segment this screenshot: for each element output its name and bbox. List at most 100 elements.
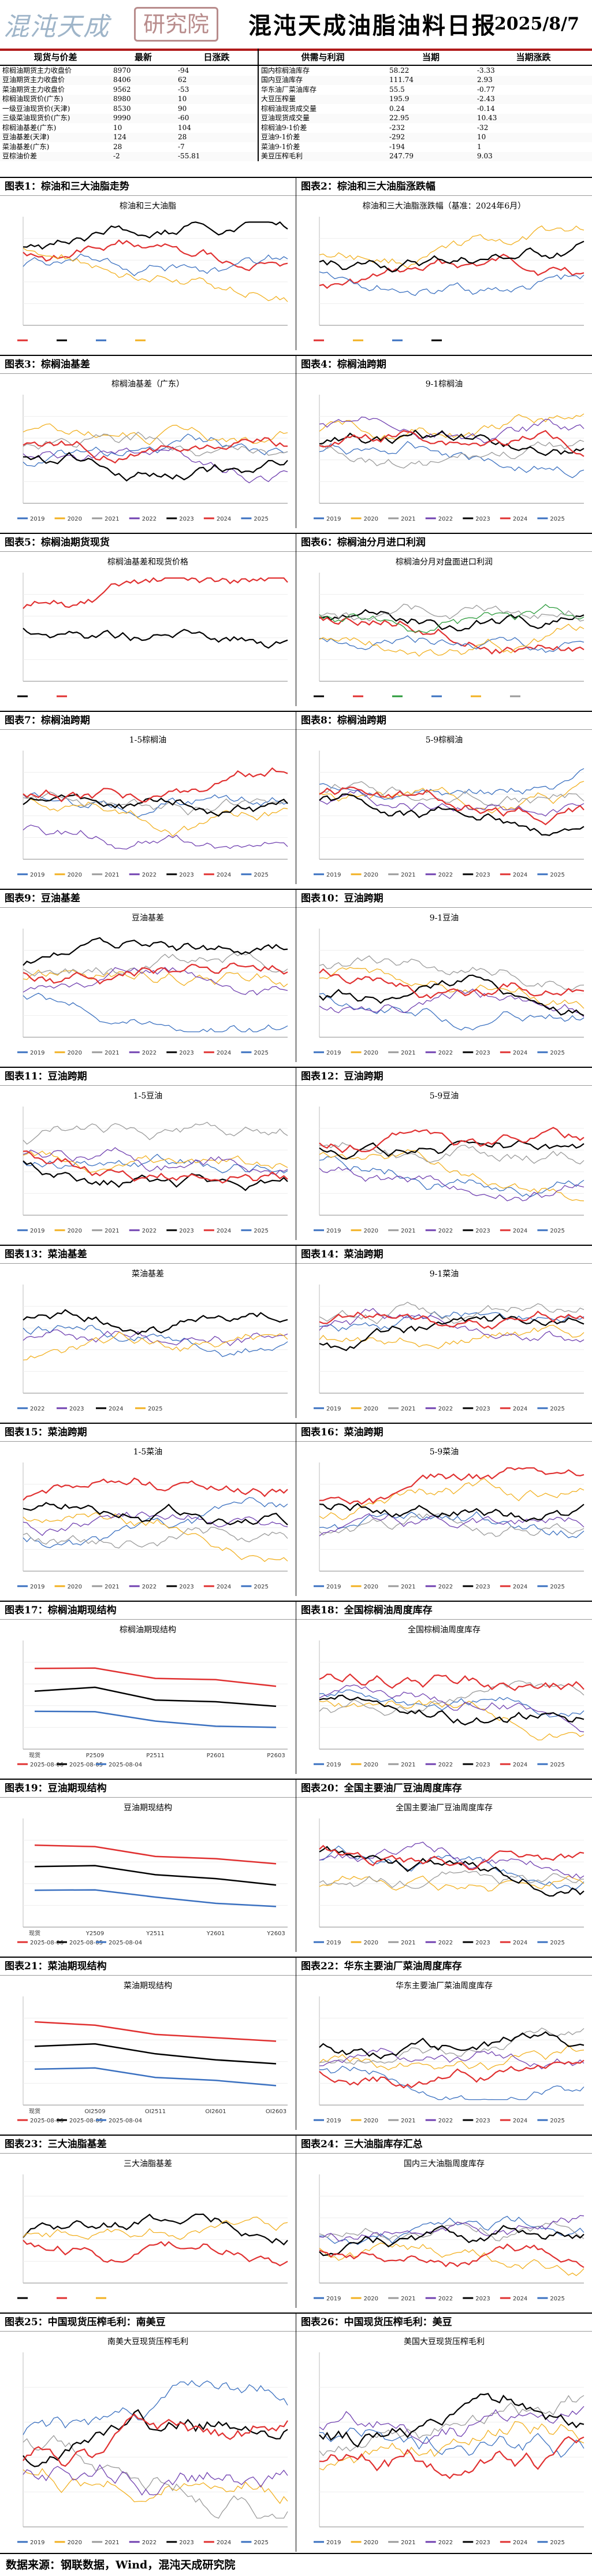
summary-supply-item: 大豆压榨量 xyxy=(258,94,387,104)
summary-supply-item: 豆油现货成交量 xyxy=(258,113,387,123)
series-line xyxy=(319,1127,584,1153)
summary-spot-item: 豆油期货主力收盘价 xyxy=(0,75,111,85)
series-line xyxy=(319,2221,584,2241)
summary-header-latest: 最新 xyxy=(111,49,176,66)
series-line xyxy=(319,225,584,269)
series-line xyxy=(23,2464,288,2496)
legend-label: 2019 xyxy=(30,1584,44,1590)
summary-table: 现货与价差 最新 日涨跌 供需与利润 当期 当期涨跌 棕榈油期货主力收盘价 897… xyxy=(0,49,592,179)
legend-label: 2023 xyxy=(179,872,193,878)
x-tick-label: 现货 xyxy=(29,1751,40,1759)
chart-inner-title: 美国大豆现货压榨毛利 xyxy=(404,2337,485,2347)
legend-label: 2020 xyxy=(68,1228,82,1234)
chart-caption: 图表26：中国现货压榨毛利：美豆 xyxy=(296,2313,592,2332)
legend-label: 2020 xyxy=(364,2296,378,2302)
chart-caption: 图表24：三大油脂库存汇总 xyxy=(296,2135,592,2154)
report-date: 2025/8/7 xyxy=(494,14,579,34)
chart-panel-11: 图表11：豆油跨期 1-5豆油 2019 2020 2021 2022 2023 2024 20… xyxy=(0,1067,296,1240)
series-line xyxy=(23,937,288,966)
summary-current-change: -3.33 xyxy=(477,66,495,75)
series-line xyxy=(319,2421,584,2471)
legend-label: 2022 xyxy=(438,1940,453,1946)
series-line xyxy=(319,413,584,441)
series-line xyxy=(319,603,584,622)
legend-label: 2024 xyxy=(513,516,527,522)
legend-label: 2019 xyxy=(326,1584,341,1590)
chart-figure: 棕榈油基差（广东） 2019 2020 2021 2022 2023 2024 2025 xyxy=(17,379,288,522)
legend-label: 2025 xyxy=(148,1406,162,1412)
legend-label: 2025 xyxy=(550,1228,564,1234)
series-line xyxy=(23,1331,288,1361)
summary-current-value: -194 xyxy=(389,142,405,151)
summary-daily-change: 62 xyxy=(176,75,258,85)
series-line xyxy=(319,2427,584,2458)
x-tick-label: Y2601 xyxy=(206,1931,225,1937)
legend-label: 2022 xyxy=(438,2296,453,2302)
summary-spot-item: 豆油基差(天津) xyxy=(0,132,111,142)
legend-label: 2019 xyxy=(30,1050,44,1056)
series-line xyxy=(23,2468,288,2504)
series-line xyxy=(23,1527,288,1549)
legend-label: 2024 xyxy=(513,1584,527,1590)
chart-caption: 图表23：三大油脂基差 xyxy=(0,2135,296,2154)
summary-current-value: 111.74 xyxy=(387,75,475,85)
legend-label: 2022 xyxy=(438,1228,453,1234)
legend-label: 2022 xyxy=(142,872,157,878)
legend-label: 2025 xyxy=(550,2540,564,2546)
legend-label: 2022 xyxy=(142,2540,157,2546)
legend-label: 2023 xyxy=(475,516,490,522)
series-line xyxy=(319,254,584,289)
chart-caption: 图表13：菜油基差 xyxy=(0,1245,296,1264)
legend-label: 2019 xyxy=(326,516,341,522)
series-line xyxy=(34,1889,277,1907)
legend-label: 2022 xyxy=(438,1584,453,1590)
legend-label: 2025 xyxy=(254,516,268,522)
x-tick-label: OI2601 xyxy=(205,2109,226,2115)
chart-inner-title: 5-9棕榈油 xyxy=(426,736,463,745)
chart-inner-title: 棕榈油期现结构 xyxy=(120,1625,176,1635)
series-line xyxy=(319,271,584,296)
summary-header-daily-change: 日涨跌 xyxy=(176,49,258,66)
legend-label: 2020 xyxy=(364,516,378,522)
series-line xyxy=(319,2215,584,2245)
summary-spot-item: 一级豆油现货价(天津) xyxy=(2,104,70,113)
x-tick-label: 现货 xyxy=(29,2107,40,2115)
series-line xyxy=(23,247,288,302)
series-line xyxy=(23,993,288,1033)
series-line xyxy=(319,1478,584,1520)
series-line xyxy=(319,1689,584,1718)
series-line xyxy=(319,417,584,444)
series-line xyxy=(319,786,584,826)
chart-figure: 棕榈油基差和现货价格 xyxy=(17,557,288,697)
legend-label: 2024 xyxy=(513,1406,527,1412)
chart-caption: 图表7：棕榈油跨期 xyxy=(0,711,296,730)
legend-label: 2025 xyxy=(254,1228,268,1234)
series-line xyxy=(319,781,584,814)
series-line xyxy=(23,1160,288,1192)
summary-daily-change: -55.81 xyxy=(176,151,258,161)
series-line xyxy=(319,1156,584,1198)
legend-label: 2022 xyxy=(438,1406,453,1412)
series-line xyxy=(23,962,288,985)
chart-panel-3: 图表3：棕榈油基差棕榈油基差（广东） 2019 2020 2021 2022 2023 20… xyxy=(0,355,296,528)
chart-caption: 图表3：棕榈油基差 xyxy=(0,355,296,374)
legend-label: 2021 xyxy=(105,872,119,878)
x-tick-label: OI2603 xyxy=(266,2109,286,2115)
summary-current-change: 10.43 xyxy=(475,113,592,123)
series-line xyxy=(23,2217,288,2240)
series-line xyxy=(23,1122,288,1145)
chart-panel-24: 图表24：三大油脂库存汇总 国内三大油脂周度库存 2019 2020 2021 2022 2… xyxy=(296,2135,592,2308)
legend-label: 2021 xyxy=(401,2540,415,2546)
legend-label: 2025-08-05 xyxy=(69,1762,103,1768)
legend-label: 2025-08-05 xyxy=(69,2118,103,2124)
series-line xyxy=(319,429,584,456)
chart-inner-title: 三大油脂基差 xyxy=(124,2159,172,2169)
series-line xyxy=(319,441,584,478)
summary-current-change: 1 xyxy=(477,142,482,151)
chart-panel-21: 图表21：菜油期现结构 菜油期现结构 现货 OI2509 OI2511 OI2601 OI2… xyxy=(0,1957,296,2130)
summary-header-spot: 现货与价差 xyxy=(0,49,111,66)
legend-label: 2024 xyxy=(109,1406,123,1412)
summary-header-supply: 供需与利润 xyxy=(258,49,387,66)
legend-label: 2019 xyxy=(326,1050,341,1056)
summary-spot-item: 豆棕油价差 xyxy=(0,151,111,161)
